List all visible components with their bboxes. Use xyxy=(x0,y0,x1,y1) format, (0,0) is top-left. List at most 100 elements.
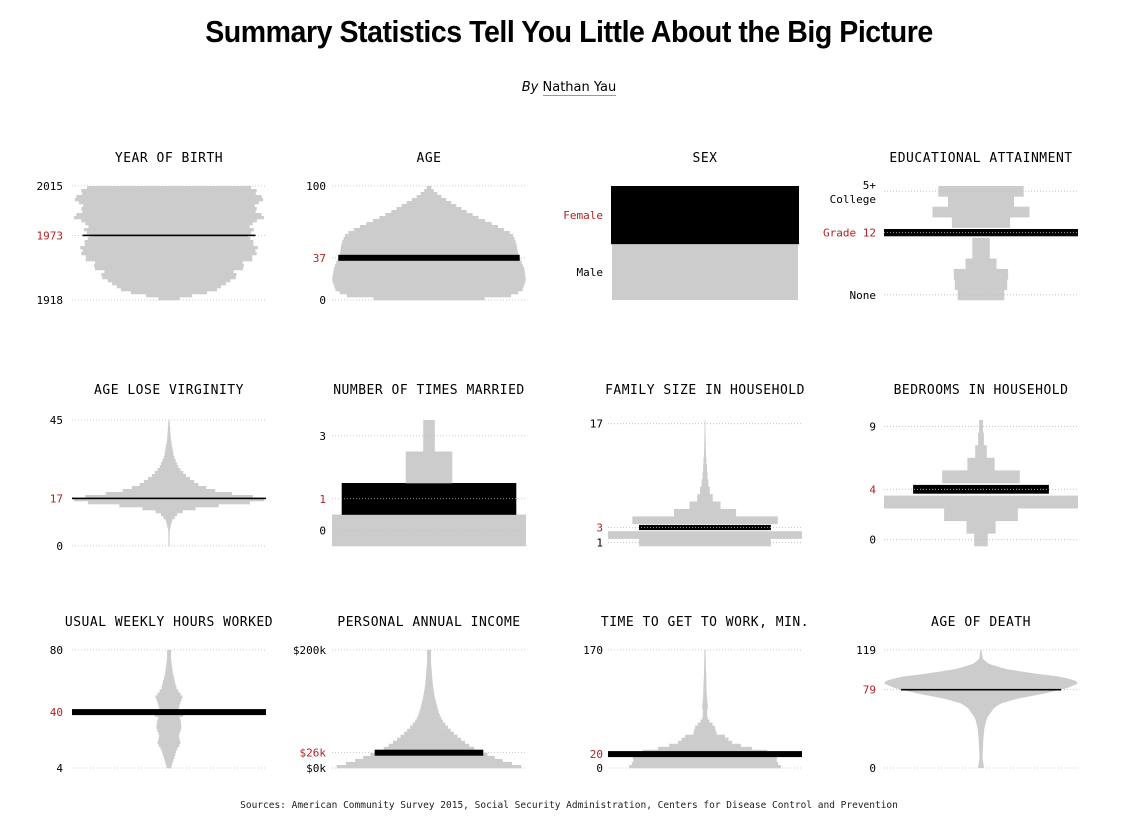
distribution-bar xyxy=(158,297,180,301)
distribution-bar xyxy=(423,692,435,696)
distribution-bar xyxy=(425,674,433,678)
tick-label: 0 xyxy=(319,524,326,537)
distribution-bar xyxy=(703,680,707,684)
distribution-bar xyxy=(400,734,458,738)
tick-label: 100 xyxy=(306,180,326,193)
distribution-bar xyxy=(346,761,512,766)
distribution-bar xyxy=(166,444,172,448)
distribution-bar xyxy=(104,270,234,274)
tick-label: 45 xyxy=(50,414,63,427)
tick-label: 0 xyxy=(596,762,603,775)
chart-title: AGE LOSE VIRGINITY xyxy=(94,383,244,398)
distribution-bar xyxy=(163,677,175,681)
distribution-bar xyxy=(76,213,262,217)
distribution-bar xyxy=(704,434,706,443)
distribution-bar xyxy=(348,231,510,235)
distribution-bar xyxy=(168,534,170,538)
tick-label: 0 xyxy=(319,294,326,307)
distribution-bar xyxy=(167,435,171,439)
chart-panel: BEDROOMS IN HOUSEHOLD 0 4 9 xyxy=(869,383,1078,547)
distribution-bar xyxy=(632,516,778,525)
distribution-shape xyxy=(884,650,1078,768)
distribution-bar xyxy=(86,231,252,235)
byline-prefix: By xyxy=(521,80,539,95)
page-title: Summary Statistics Tell You Little About… xyxy=(205,14,933,49)
sex-bar-male xyxy=(612,244,798,300)
distribution-bar xyxy=(948,196,1014,208)
distribution-bar xyxy=(702,471,708,480)
distribution-bar xyxy=(165,519,173,523)
chart-panel: AGE 0 100 37 xyxy=(306,151,526,307)
distribution-bar xyxy=(165,668,173,672)
distribution-bar xyxy=(703,710,707,714)
chart-panel: NUMBER OF TIMES MARRIED 0 1 3 xyxy=(319,383,526,547)
chart-panel: PERSONAL ANNUAL INCOME $0k $200k $26k xyxy=(293,615,526,775)
distribution-bar xyxy=(681,737,729,741)
distribution-bar xyxy=(704,653,706,657)
author-link[interactable]: Nathan Yau xyxy=(542,80,617,96)
distribution-bar xyxy=(340,249,518,253)
distribution-bar xyxy=(629,765,781,769)
distribution-bar xyxy=(130,291,208,295)
distribution-bar xyxy=(703,692,707,696)
distribution-bar xyxy=(161,513,177,517)
tick-label: College xyxy=(830,193,876,206)
chart-title: AGE OF DEATH xyxy=(931,615,1031,630)
tick-label: Grade 12 xyxy=(823,227,876,240)
chart-title: AGE xyxy=(417,151,442,166)
distribution-bar xyxy=(143,480,195,484)
distribution-bar xyxy=(152,474,186,478)
median-line xyxy=(900,688,1062,691)
distribution-bar xyxy=(87,186,252,190)
distribution-bar xyxy=(119,504,219,508)
distribution-bar xyxy=(704,665,706,669)
distribution-bar xyxy=(95,261,243,265)
tick-label: 1918 xyxy=(37,294,64,307)
distribution-bar xyxy=(336,765,522,769)
distribution-bar xyxy=(700,486,710,495)
distribution-bar xyxy=(704,662,706,666)
distribution-bar xyxy=(702,698,708,702)
distribution-bar xyxy=(166,765,172,769)
distribution-bar xyxy=(422,698,436,702)
distribution-bar xyxy=(83,204,255,208)
distribution-bar xyxy=(156,725,182,729)
tick-label: 40 xyxy=(50,706,63,719)
distribution-bar xyxy=(703,457,707,465)
distribution-bar xyxy=(695,725,715,729)
distribution-bar xyxy=(383,746,475,751)
tick-label: $0k xyxy=(306,762,326,775)
distribution-bar xyxy=(332,273,526,277)
distribution-bar xyxy=(157,740,181,745)
distribution-bar xyxy=(704,659,706,663)
distribution-bar xyxy=(166,665,173,669)
tick-label: $200k xyxy=(293,644,326,657)
tick-label: 79 xyxy=(863,684,876,697)
distribution-bar xyxy=(122,489,216,493)
distribution-bar xyxy=(393,740,465,745)
distribution-bar xyxy=(81,207,257,211)
tick-label: 0 xyxy=(869,762,876,775)
distribution-bar xyxy=(704,671,707,675)
distribution-bar xyxy=(685,734,725,738)
distribution-bar xyxy=(703,674,707,678)
distribution-bar xyxy=(335,288,523,292)
distribution-bar xyxy=(142,507,196,511)
distribution-bar xyxy=(406,201,452,205)
distribution-bar xyxy=(951,217,1011,228)
distribution-bar xyxy=(632,755,778,760)
distribution-bar xyxy=(407,728,451,732)
distribution-bar xyxy=(423,695,435,699)
distribution-bar xyxy=(697,494,713,502)
distribution-bar xyxy=(167,429,171,433)
median-line xyxy=(608,751,802,758)
distribution-bar xyxy=(85,222,253,226)
distribution-bar xyxy=(339,252,519,256)
distribution-bar xyxy=(669,743,741,748)
distribution-bar xyxy=(702,701,708,705)
distribution-bar xyxy=(156,698,182,702)
chart-title: BEDROOMS IN HOUSEHOLD xyxy=(894,383,1069,398)
distribution-bar xyxy=(167,656,171,660)
tick-label: 80 xyxy=(50,644,63,657)
